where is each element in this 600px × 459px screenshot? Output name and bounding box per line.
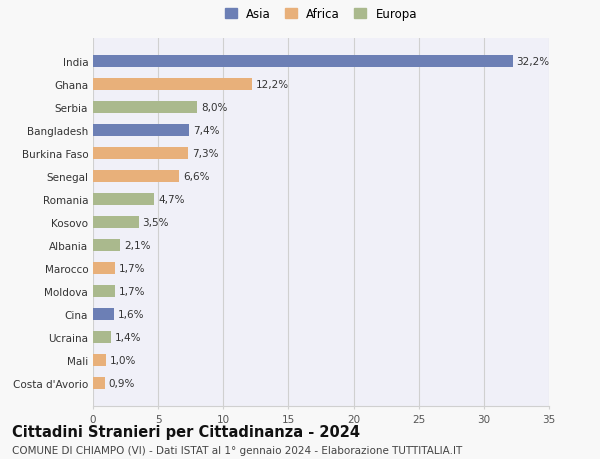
Text: 7,3%: 7,3% bbox=[192, 149, 218, 159]
Bar bbox=[93, 216, 139, 229]
Text: 1,4%: 1,4% bbox=[115, 332, 142, 342]
Bar bbox=[93, 78, 252, 91]
Text: Cittadini Stranieri per Cittadinanza - 2024: Cittadini Stranieri per Cittadinanza - 2… bbox=[12, 425, 360, 440]
Bar bbox=[93, 147, 188, 160]
Text: 1,6%: 1,6% bbox=[118, 309, 144, 319]
Text: 0,9%: 0,9% bbox=[109, 378, 135, 388]
Bar bbox=[93, 170, 179, 183]
Bar bbox=[93, 354, 106, 367]
Text: 1,7%: 1,7% bbox=[119, 263, 146, 274]
Bar bbox=[93, 308, 114, 321]
Bar bbox=[93, 56, 512, 68]
Bar bbox=[93, 285, 115, 298]
Text: 2,1%: 2,1% bbox=[124, 241, 151, 251]
Bar bbox=[93, 193, 154, 206]
Bar bbox=[93, 101, 197, 114]
Bar bbox=[93, 239, 121, 252]
Bar bbox=[93, 331, 111, 344]
Text: 7,4%: 7,4% bbox=[193, 126, 220, 136]
Bar bbox=[93, 377, 105, 390]
Text: 4,7%: 4,7% bbox=[158, 195, 185, 205]
Text: 1,0%: 1,0% bbox=[110, 355, 136, 365]
Legend: Asia, Africa, Europa: Asia, Africa, Europa bbox=[225, 8, 417, 21]
Text: 12,2%: 12,2% bbox=[256, 80, 289, 90]
Text: 3,5%: 3,5% bbox=[143, 218, 169, 228]
Text: COMUNE DI CHIAMPO (VI) - Dati ISTAT al 1° gennaio 2024 - Elaborazione TUTTITALIA: COMUNE DI CHIAMPO (VI) - Dati ISTAT al 1… bbox=[12, 445, 462, 455]
Text: 6,6%: 6,6% bbox=[183, 172, 209, 182]
Bar bbox=[93, 124, 190, 137]
Text: 8,0%: 8,0% bbox=[201, 103, 227, 113]
Text: 32,2%: 32,2% bbox=[517, 57, 550, 67]
Bar bbox=[93, 262, 115, 275]
Text: 1,7%: 1,7% bbox=[119, 286, 146, 297]
